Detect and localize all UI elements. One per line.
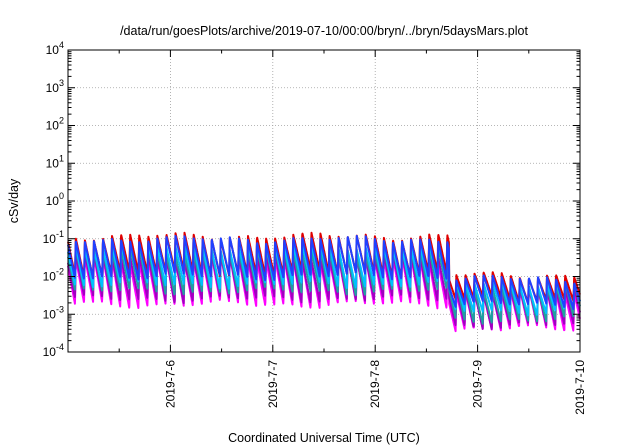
series-line bbox=[67, 241, 581, 317]
y-tick-label: 103 bbox=[46, 78, 64, 95]
grid bbox=[68, 50, 580, 352]
x-tick-label: 2019-7-9 bbox=[471, 360, 485, 408]
y-tick-label: 101 bbox=[46, 153, 64, 170]
series-line bbox=[67, 251, 581, 330]
y-tick-label: 104 bbox=[46, 40, 64, 57]
x-tick-labels: 2019-7-6 2019-7-7 2019-7-8 2019-7-9 2019-7-1… bbox=[163, 360, 587, 415]
tick-group bbox=[68, 49, 581, 353]
x-tick-label: 2019-7-8 bbox=[368, 360, 382, 408]
y-tick-label: 102 bbox=[46, 116, 64, 133]
y-tick-labels: 10-4 10-3 10-2 10-1 100 101 102 103 104 bbox=[43, 40, 64, 359]
series-group bbox=[67, 231, 581, 333]
x-tick-label: 2019-7-6 bbox=[163, 360, 177, 408]
y-tick-label: 10-4 bbox=[43, 342, 64, 359]
y-tick-label: 100 bbox=[46, 191, 64, 208]
x-tick-label: 2019-7-7 bbox=[266, 360, 280, 408]
x-tick-label: 2019-7-10 bbox=[573, 360, 587, 415]
series-line bbox=[67, 246, 581, 325]
y-tick-label: 10-3 bbox=[43, 304, 64, 321]
x-axis-label: Coordinated Universal Time (UTC) bbox=[228, 431, 420, 445]
y-tick-label: 10-2 bbox=[43, 267, 64, 284]
series-line bbox=[67, 234, 581, 310]
chart-title: /data/run/goesPlots/archive/2019-07-10/0… bbox=[120, 24, 528, 38]
y-axis-label: cSv/day bbox=[7, 178, 21, 223]
y-tick-label: 10-1 bbox=[43, 229, 64, 246]
